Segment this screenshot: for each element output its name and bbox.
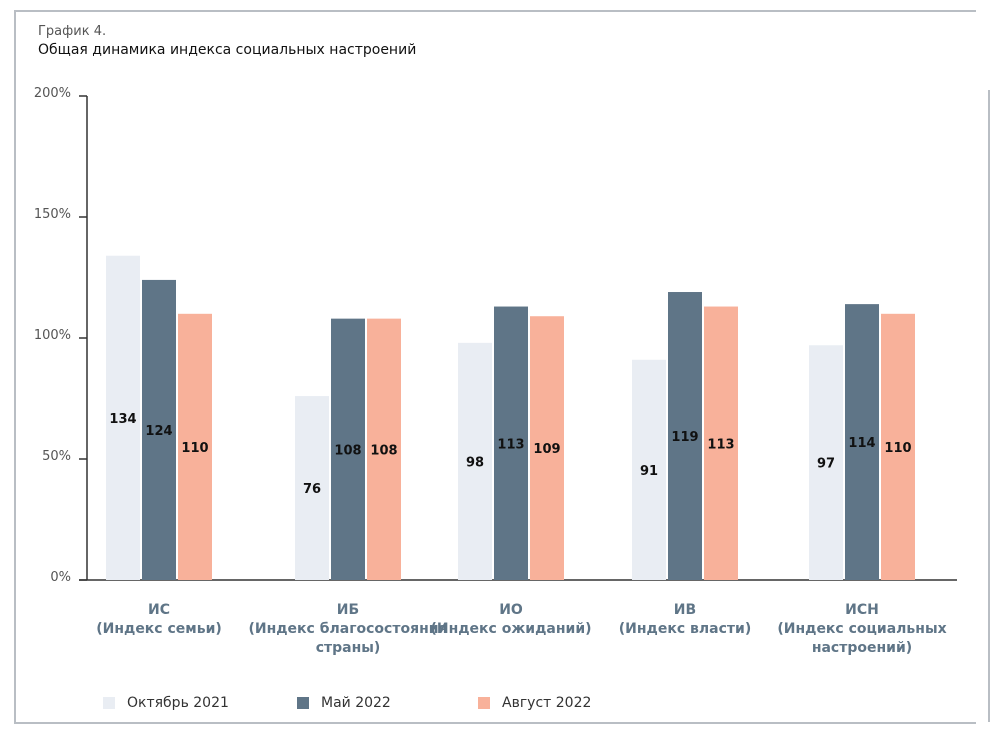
- category-label: ИСН: [845, 602, 879, 618]
- bar: [704, 306, 738, 580]
- bar: [494, 306, 528, 580]
- category-label: страны): [316, 640, 381, 656]
- bar: [632, 359, 666, 580]
- legend-label: Август 2022: [502, 695, 592, 711]
- bar: [458, 342, 492, 580]
- y-tick-label: 100%: [34, 328, 71, 343]
- data-label: 124: [145, 424, 172, 439]
- data-label: 98: [466, 455, 484, 470]
- category-label: (Индекс ожиданий): [430, 621, 591, 637]
- category-label: (Индекс власти): [619, 621, 751, 637]
- data-label: 113: [497, 437, 524, 452]
- legend-label: Октябрь 2021: [127, 695, 229, 711]
- data-label: 114: [848, 436, 875, 451]
- bar: [881, 313, 915, 580]
- data-label: 134: [109, 412, 136, 427]
- legend-item: Май 2022: [297, 695, 391, 711]
- data-label: 91: [640, 464, 658, 479]
- data-label: 113: [707, 437, 734, 452]
- chart-title: Общая динамика индекса социальных настро…: [38, 42, 417, 58]
- y-tick-label: 200%: [34, 86, 71, 101]
- legend-swatch: [103, 697, 115, 709]
- data-label: 108: [334, 443, 361, 458]
- bar: [331, 318, 365, 580]
- category-label: ИС: [148, 602, 170, 618]
- legend-swatch: [297, 697, 309, 709]
- bar: [142, 279, 176, 580]
- data-label: 109: [533, 442, 560, 457]
- legend-swatch: [478, 697, 490, 709]
- bar: [668, 292, 702, 580]
- y-tick-label: 150%: [34, 207, 71, 222]
- category-label: (Индекс благосостояния: [248, 621, 447, 637]
- bar: [178, 313, 212, 580]
- legend-item: Август 2022: [478, 695, 591, 711]
- legend-item: Октябрь 2021: [103, 695, 229, 711]
- data-label: 97: [817, 457, 835, 472]
- bar: [106, 255, 140, 580]
- bar: [809, 345, 843, 580]
- category-label: ИВ: [674, 602, 696, 618]
- data-label: 76: [303, 482, 321, 497]
- category-label: (Индекс семьи): [96, 621, 222, 637]
- data-label: 108: [370, 443, 397, 458]
- data-label: 110: [181, 441, 208, 456]
- category-label: ИО: [499, 602, 523, 618]
- bar: [530, 316, 564, 580]
- chart-number: График 4.: [38, 24, 107, 39]
- data-label: 110: [884, 441, 911, 456]
- legend-label: Май 2022: [321, 695, 391, 711]
- bar: [845, 304, 879, 580]
- category-label: (Индекс социальных: [777, 621, 946, 637]
- card-border: [988, 90, 990, 722]
- data-label: 119: [671, 430, 698, 445]
- bar: [367, 318, 401, 580]
- y-tick-label: 50%: [42, 449, 71, 464]
- bar: [295, 396, 329, 580]
- y-tick-label: 0%: [50, 570, 71, 585]
- category-label: настроений): [812, 640, 912, 656]
- category-label: ИБ: [337, 602, 359, 618]
